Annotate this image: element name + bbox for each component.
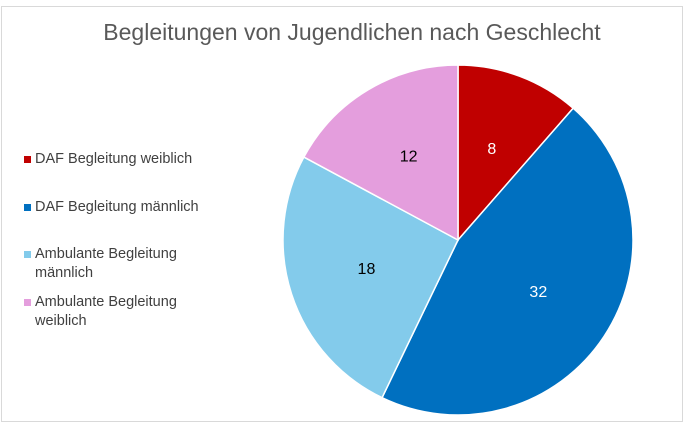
- data-label: 12: [400, 149, 418, 166]
- legend-swatch: [24, 251, 31, 258]
- chart-title: Begleitungen von Jugendlichen nach Gesch…: [103, 19, 601, 45]
- legend-label: Ambulante Begleitung weiblich: [35, 294, 177, 329]
- legend-item: Ambulante Begleitung männlich: [24, 245, 234, 283]
- legend-item: Ambulante Begleitung weiblich: [24, 293, 234, 331]
- legend-swatch: [24, 156, 31, 163]
- legend-label: DAF Begleitung weiblich: [35, 151, 193, 167]
- data-label: 18: [358, 261, 376, 278]
- chart-frame: [1, 6, 683, 422]
- data-label: 8: [487, 141, 496, 158]
- pie-slice: [457, 64, 575, 242]
- legend-swatch: [24, 299, 31, 306]
- legend-item: DAF Begleitung weiblich: [24, 150, 234, 169]
- legend-label: Ambulante Begleitung männlich: [35, 246, 177, 281]
- pie-slice: [302, 64, 459, 242]
- legend-swatch: [24, 204, 31, 211]
- legend-item: DAF Begleitung männlich: [24, 198, 234, 217]
- legend-label: DAF Begleitung männlich: [35, 199, 199, 215]
- pie-slice: [381, 107, 634, 416]
- data-label: 32: [529, 284, 547, 301]
